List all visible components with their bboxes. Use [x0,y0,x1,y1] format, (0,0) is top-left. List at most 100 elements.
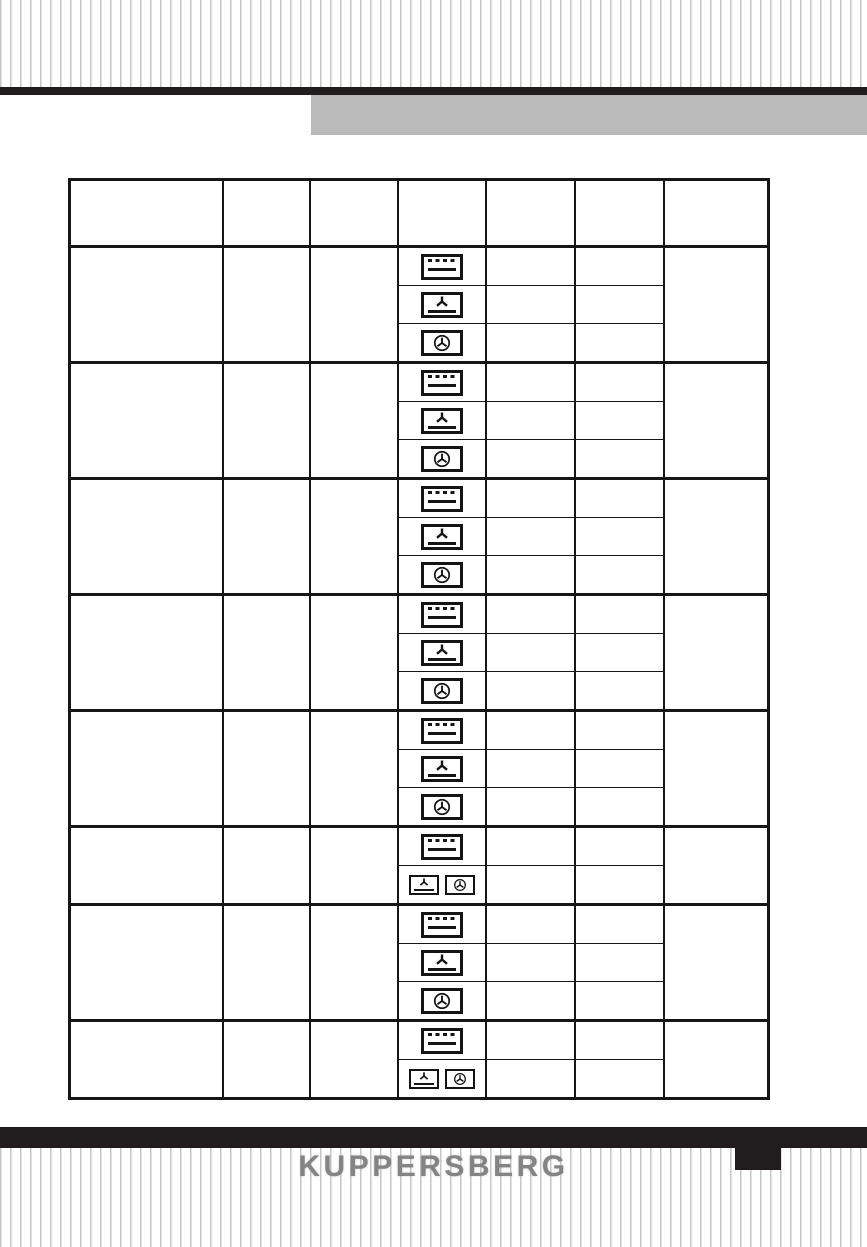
mode-icon-cell [399,634,487,671]
table-cell [576,634,663,671]
mode-icon-cell [399,712,487,749]
mode-subrow [399,1022,663,1059]
table-header-row [71,181,767,245]
table-cell [224,596,311,709]
brand-logo: KUPPERSBERG [298,1150,569,1183]
table-row-group [71,709,767,825]
table-cell [224,248,311,361]
mode-subrows [399,906,665,1019]
table-cell [665,828,767,903]
table-row-group [71,825,767,903]
table-cell [665,248,767,361]
header-cell [576,181,665,245]
mode-subrow [399,749,663,787]
mode-subrow [399,865,663,903]
table-cell [576,518,663,555]
mode-subrows [399,480,665,593]
table-cell [576,286,663,323]
table-cell [487,440,576,477]
mode-subrow [399,596,663,633]
table-cell [576,402,663,439]
table-cell [576,944,663,981]
table-cell [487,634,576,671]
table-cell [224,828,311,903]
bottom-heat-fan-icon [421,755,463,782]
table-cell [487,1022,576,1059]
mode-subrows [399,712,665,825]
table-cell [487,906,576,943]
bottom-heat-fan-icon [421,639,463,666]
mode-icon-cell [399,750,487,787]
conventional-heating-icon [421,485,463,512]
table-cell [224,480,311,593]
header-cell [399,181,487,245]
table-cell [311,828,399,903]
table-cell [576,324,663,361]
convection-fan-icon [421,561,463,588]
convection-fan-icon [421,329,463,356]
mode-subrow [399,401,663,439]
table-cell [576,440,663,477]
table-cell [71,364,224,477]
table-cell [487,480,576,517]
bottom-heat-fan-icon [421,291,463,318]
mode-subrow [399,943,663,981]
cooking-table [68,178,770,1100]
table-row-group [71,1019,767,1097]
conventional-heating-icon [421,833,463,860]
bottom-heat-fan-icon [421,949,463,976]
table-cell [311,480,399,593]
conventional-heating-icon [421,911,463,938]
table-row-group [71,477,767,593]
mode-icon-cell [399,324,487,361]
header-cell [311,181,399,245]
bottom-heat-fan-icon [409,874,439,895]
mode-icon-cell [399,364,487,401]
table-cell [576,672,663,709]
mode-subrow [399,828,663,865]
mode-subrow [399,671,663,709]
table-cell [224,906,311,1019]
mode-icon-cell [399,828,487,865]
table-cell [576,480,663,517]
table-cell [311,596,399,709]
table-cell [487,324,576,361]
table-cell [576,750,663,787]
table-cell [71,248,224,361]
table-cell [311,1022,399,1097]
table-cell [487,712,576,749]
mode-subrow [399,248,663,285]
conventional-heating-icon [421,717,463,744]
mode-icon-cell [399,440,487,477]
convection-fan-icon [421,445,463,472]
mode-icon-cell [399,866,487,903]
table-cell [487,944,576,981]
table-row-group [71,903,767,1019]
table-cell [665,364,767,477]
table-cell [224,712,311,825]
table-cell [665,596,767,709]
header-cell [665,181,767,245]
mode-subrows [399,596,665,709]
page-corner-black-box [735,1148,781,1170]
table-cell [576,364,663,401]
table-cell [576,788,663,825]
bottom-heat-fan-icon [421,407,463,434]
table-cell [576,248,663,285]
table-cell [487,1060,576,1097]
mode-icon-cell [399,402,487,439]
table-cell [487,866,576,903]
mode-subrow [399,555,663,593]
conventional-heating-icon [421,601,463,628]
table-cell [311,248,399,361]
table-cell [665,480,767,593]
mode-subrow [399,323,663,361]
mode-subrows [399,828,665,903]
table-cell [487,286,576,323]
table-cell [576,906,663,943]
table-cell [576,982,663,1019]
conventional-heating-icon [421,253,463,280]
mode-subrows [399,364,665,477]
table-cell [487,364,576,401]
